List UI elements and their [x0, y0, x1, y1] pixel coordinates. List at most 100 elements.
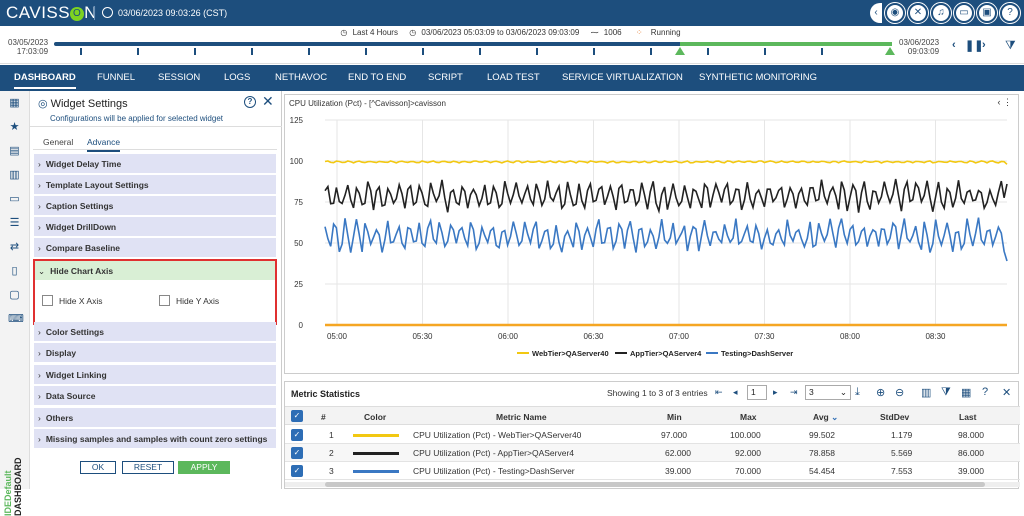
window-icon[interactable]: ▭ — [954, 3, 974, 23]
collapse-icon[interactable]: ‹ — [870, 3, 882, 23]
nav-session[interactable]: SESSION — [158, 72, 200, 83]
add-icon[interactable]: ⊕ — [876, 386, 885, 399]
nav-logs[interactable]: LOGS — [224, 72, 250, 83]
divider — [94, 6, 95, 20]
close-icon[interactable]: ✕ — [262, 93, 274, 110]
reset-button[interactable]: RESET — [122, 461, 174, 474]
page-number-input[interactable]: 1 — [747, 385, 767, 400]
table-row[interactable]: ✓ 3 CPU Utilization (Pct) - Testing>Dash… — [285, 462, 1020, 480]
nav-dashboard[interactable]: DASHBOARD — [14, 72, 76, 89]
min-value: 97.000 — [661, 430, 687, 440]
filter-icon[interactable]: ⧩ — [1005, 38, 1016, 53]
next-icon[interactable]: › — [982, 39, 986, 51]
palette-icon: ◎ — [38, 98, 48, 110]
remove-icon[interactable]: ⊖ — [895, 386, 904, 399]
section-widget-drilldown[interactable]: ›Widget DrillDown — [34, 217, 276, 237]
swap-icon[interactable]: ⇄ — [8, 241, 21, 254]
section-color-settings[interactable]: ›Color Settings — [34, 322, 276, 342]
legend-label: WebTier>QAServer40 — [532, 349, 609, 358]
legend-label: Testing>DashServer — [721, 349, 793, 358]
section-widget-delay-time[interactable]: ›Widget Delay Time — [34, 154, 276, 174]
list-icon[interactable]: ☰ — [8, 217, 21, 230]
section-compare-baseline[interactable]: ›Compare Baseline — [34, 238, 276, 258]
section-others[interactable]: ›Others — [34, 408, 276, 428]
row-checkbox[interactable]: ✓ — [291, 429, 303, 441]
chart-widget[interactable]: CPU Utilization (Pct) - [^Cavisson]>cavi… — [284, 94, 1019, 374]
nav-synthetic-monitoring[interactable]: SYNTHETIC MONITORING — [699, 72, 817, 83]
series-line — [325, 218, 1007, 261]
section-template-layout[interactable]: ›Template Layout Settings — [34, 175, 276, 195]
nav-funnel[interactable]: FUNNEL — [97, 72, 135, 83]
monitor-icon[interactable]: ▣ — [977, 3, 997, 23]
pause-icon[interactable]: ❚❚ — [965, 39, 983, 52]
grid-icon[interactable]: ▦ — [8, 97, 21, 110]
nav-script[interactable]: SCRIPT — [428, 72, 463, 83]
help-icon[interactable]: ? — [982, 386, 988, 398]
close-icon[interactable]: ✕ — [1002, 386, 1011, 399]
col-min[interactable]: Min — [667, 412, 682, 422]
layout-icon[interactable]: ▭ — [8, 193, 21, 206]
tab-general[interactable]: General — [43, 137, 73, 147]
preset-time[interactable]: ◷ Last 4 Hours — [340, 28, 401, 37]
timeline-handle-right[interactable] — [885, 47, 895, 55]
last-page-icon[interactable]: ⇥ — [790, 387, 798, 398]
timeline-tick — [821, 48, 823, 55]
help-icon[interactable]: ? — [244, 96, 256, 108]
y-tick-label: 100 — [290, 157, 304, 166]
table-row[interactable]: ✓ 1 CPU Utilization (Pct) - WebTier>QASe… — [285, 426, 1020, 444]
col-avg[interactable]: Avg ⌄ — [813, 412, 838, 423]
col-max[interactable]: Max — [740, 412, 757, 422]
document-icon[interactable]: ▯ — [8, 265, 21, 278]
nav-service-virtualization[interactable]: SERVICE VIRTUALIZATION — [562, 72, 683, 83]
section-caption-settings[interactable]: ›Caption Settings — [34, 196, 276, 216]
timeline-handle-left[interactable] — [675, 47, 685, 55]
x-tick-label: 08:30 — [925, 332, 946, 341]
nav-nethavoc[interactable]: NETHAVOC — [275, 72, 327, 83]
section-widget-linking[interactable]: ›Widget Linking — [34, 365, 276, 385]
tools-icon[interactable]: ✕ — [908, 3, 928, 23]
x-tick-label: 08:00 — [840, 332, 861, 341]
apply-button[interactable]: APPLY — [178, 461, 230, 474]
max-value: 92.000 — [735, 448, 761, 458]
section-display[interactable]: ›Display — [34, 343, 276, 363]
table-icon[interactable]: ▦ — [961, 386, 971, 399]
palette-icon[interactable]: ◉ — [885, 3, 905, 23]
timeline-tick — [479, 48, 481, 55]
help-icon[interactable]: ? — [1000, 3, 1020, 23]
col-color[interactable]: Color — [364, 412, 386, 422]
keyboard-icon[interactable]: ⌨ — [8, 313, 21, 326]
select-all-checkbox[interactable]: ✓ — [291, 410, 303, 422]
col-metric-name[interactable]: Metric Name — [496, 412, 547, 422]
download-icon[interactable]: ⤓ — [855, 386, 860, 399]
star-icon[interactable]: ★ — [8, 121, 21, 134]
toolbar-icons: ‹ ◉ ✕ ♫ ▭ ▣ ? — [870, 3, 1020, 23]
first-page-icon[interactable]: ⇤ — [715, 387, 723, 398]
ok-button[interactable]: OK — [80, 461, 116, 474]
report-icon[interactable]: ▥ — [8, 169, 21, 182]
filter-icon[interactable]: ⧩ — [941, 386, 951, 399]
prev-icon[interactable]: ‹ — [952, 39, 956, 51]
min-value: 39.000 — [665, 466, 691, 476]
table-body: ✓ 1 CPU Utilization (Pct) - WebTier>QASe… — [285, 426, 1020, 482]
section-data-source[interactable]: ›Data Source — [34, 386, 276, 406]
nav-end-to-end[interactable]: END TO END — [348, 72, 406, 83]
next-page-icon[interactable]: ▸ — [773, 387, 778, 398]
page-size-select[interactable]: 3⌄ — [805, 385, 851, 400]
timeline-selection[interactable] — [680, 42, 892, 46]
prev-page-icon[interactable]: ◂ — [733, 387, 738, 398]
min-value: 62.000 — [665, 448, 691, 458]
bell-icon[interactable]: ♫ — [931, 3, 951, 23]
row-checkbox[interactable]: ✓ — [291, 465, 303, 477]
page-icon[interactable]: ▢ — [8, 289, 21, 302]
section-missing-samples[interactable]: ›Missing samples and samples with count … — [34, 429, 276, 449]
calendar-icon[interactable]: ▤ — [8, 145, 21, 158]
col-last[interactable]: Last — [959, 412, 976, 422]
table-row[interactable]: ✓ 2 CPU Utilization (Pct) - AppTier>QASe… — [285, 444, 1020, 462]
nav-load-test[interactable]: LOAD TEST — [487, 72, 540, 83]
columns-icon[interactable]: ▥ — [921, 386, 931, 399]
x-tick-label: 07:30 — [754, 332, 775, 341]
row-checkbox[interactable]: ✓ — [291, 447, 303, 459]
col-stddev[interactable]: StdDev — [880, 412, 909, 422]
scrollbar-thumb[interactable] — [325, 482, 985, 487]
col-index[interactable]: # — [321, 412, 326, 422]
